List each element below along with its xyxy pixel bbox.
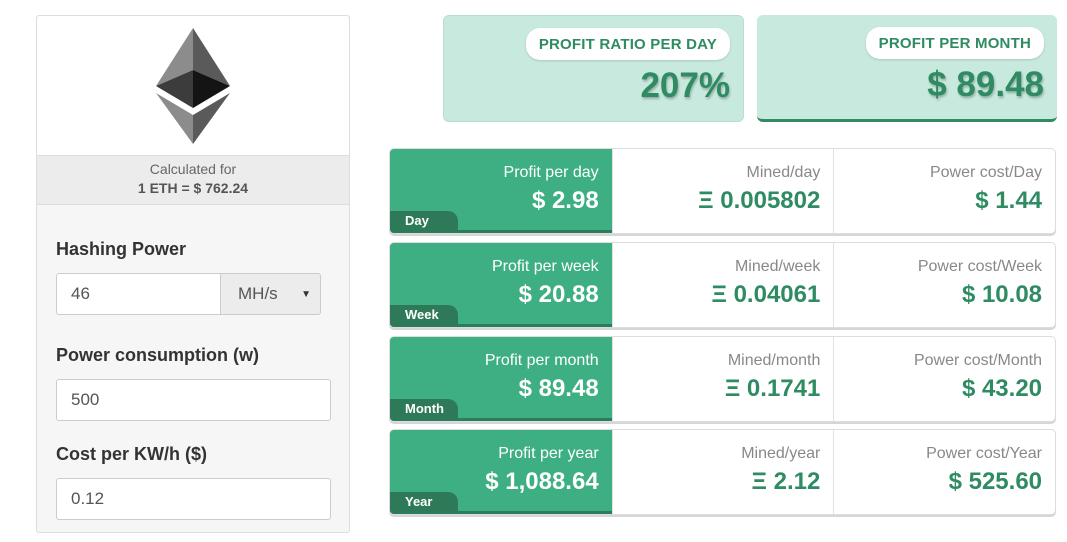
power-cost-cell: Power cost/Day $ 1.44	[833, 149, 1055, 233]
profit-label: Profit per week	[492, 258, 599, 276]
calculator-panel: Calculated for 1 ETH = $ 762.24 Hashing …	[36, 15, 350, 533]
mined-label: Mined/year	[741, 445, 820, 463]
period-tag: Month	[390, 399, 458, 419]
period-tag: Day	[390, 211, 458, 231]
profit-value: $ 20.88	[519, 281, 599, 309]
profit-cell: Profit per month $ 89.48 Month	[390, 337, 612, 421]
cost-per-kwh-input[interactable]: 0.12	[56, 478, 331, 520]
mined-label: Mined/week	[735, 258, 820, 276]
mined-label: Mined/day	[747, 164, 821, 182]
hashing-unit-value: MH/s	[238, 284, 278, 304]
profit-cell: Profit per year $ 1,088.64 Year	[390, 430, 612, 514]
hashing-unit-select[interactable]: MH/s ▼	[221, 273, 321, 315]
profit-label: Profit per year	[498, 445, 598, 463]
calculated-for-box: Calculated for 1 ETH = $ 762.24	[37, 156, 349, 205]
power-cost-label: Power cost/Week	[918, 258, 1042, 276]
profit-month-label: PROFIT PER MONTH	[866, 27, 1044, 59]
profit-ratio-card: PROFIT RATIO PER DAY 207%	[443, 15, 744, 122]
result-row-week: Profit per week $ 20.88 Week Mined/week …	[389, 242, 1056, 328]
power-consumption-label: Power consumption (w)	[56, 345, 330, 367]
power-cost-label: Power cost/Year	[926, 445, 1042, 463]
result-row-month: Profit per month $ 89.48 Month Mined/mon…	[389, 336, 1056, 422]
calculated-for-label: Calculated for	[37, 160, 349, 179]
mined-value: Ξ 0.04061	[711, 281, 820, 309]
calculator-form: Hashing Power 46 MH/s ▼ Power consumptio…	[37, 239, 349, 520]
exchange-rate: 1 ETH = $ 762.24	[37, 179, 349, 198]
caret-down-icon: ▼	[301, 289, 311, 300]
power-cost-label: Power cost/Day	[930, 164, 1042, 182]
mined-value: Ξ 2.12	[752, 468, 821, 496]
power-cost-value: $ 1.44	[975, 187, 1042, 215]
mined-label: Mined/month	[728, 352, 821, 370]
power-cost-label: Power cost/Month	[914, 352, 1042, 370]
power-cost-cell: Power cost/Week $ 10.08	[833, 243, 1055, 327]
mined-cell: Mined/month Ξ 0.1741	[612, 337, 834, 421]
power-cost-value: $ 525.60	[949, 468, 1042, 496]
power-cost-value: $ 10.08	[962, 281, 1042, 309]
profit-label: Profit per day	[504, 164, 599, 182]
hashing-power-label: Hashing Power	[56, 239, 330, 261]
result-row-year: Profit per year $ 1,088.64 Year Mined/ye…	[389, 429, 1056, 515]
ethereum-logo-icon	[156, 28, 230, 144]
mined-cell: Mined/week Ξ 0.04061	[612, 243, 834, 327]
profit-month-card: PROFIT PER MONTH $ 89.48	[757, 15, 1057, 122]
power-cost-cell: Power cost/Month $ 43.20	[833, 337, 1055, 421]
hashing-power-row: 46 MH/s ▼	[56, 273, 330, 315]
power-consumption-input[interactable]: 500	[56, 379, 331, 421]
power-cost-value: $ 43.20	[962, 375, 1042, 403]
profit-value: $ 1,088.64	[485, 468, 598, 496]
profit-month-value: $ 89.48	[927, 65, 1044, 105]
power-cost-cell: Power cost/Year $ 525.60	[833, 430, 1055, 514]
profit-value: $ 89.48	[519, 375, 599, 403]
period-tag: Week	[390, 305, 458, 325]
profit-label: Profit per month	[485, 352, 599, 370]
period-tag: Year	[390, 492, 458, 512]
mined-cell: Mined/year Ξ 2.12	[612, 430, 834, 514]
mined-cell: Mined/day Ξ 0.005802	[612, 149, 834, 233]
profit-cell: Profit per week $ 20.88 Week	[390, 243, 612, 327]
hashing-power-input[interactable]: 46	[56, 273, 221, 315]
profit-ratio-label: PROFIT RATIO PER DAY	[526, 28, 730, 60]
cost-per-kwh-label: Cost per KW/h ($)	[56, 444, 330, 466]
mined-value: Ξ 0.1741	[725, 375, 821, 403]
profit-ratio-value: 207%	[640, 66, 730, 106]
profit-cell: Profit per day $ 2.98 Day	[390, 149, 612, 233]
result-row-day: Profit per day $ 2.98 Day Mined/day Ξ 0.…	[389, 148, 1056, 234]
profit-value: $ 2.98	[532, 187, 599, 215]
mined-value: Ξ 0.005802	[698, 187, 820, 215]
logo-area	[37, 16, 349, 156]
